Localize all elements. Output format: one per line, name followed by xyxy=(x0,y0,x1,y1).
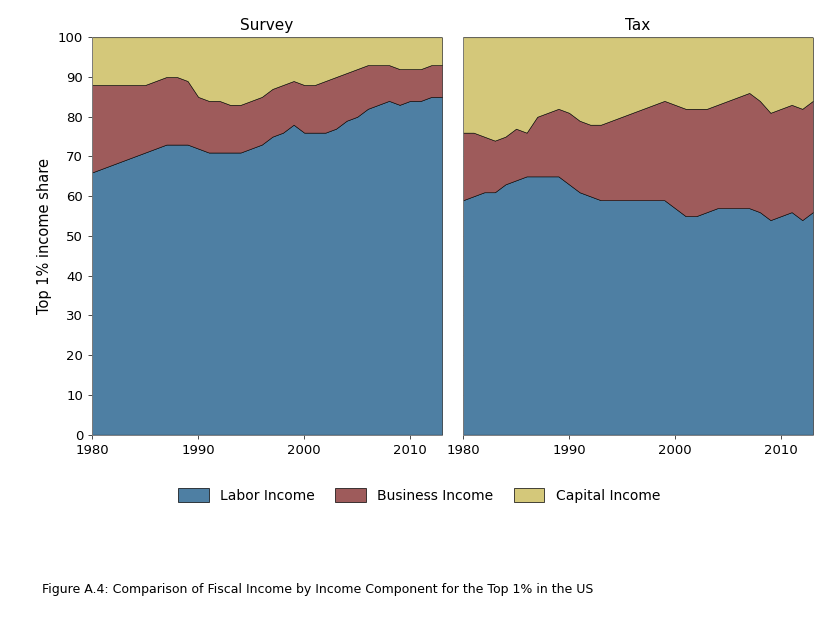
Title: Survey: Survey xyxy=(241,18,294,34)
Legend: Labor Income, Business Income, Capital Income: Labor Income, Business Income, Capital I… xyxy=(173,483,665,509)
Title: Tax: Tax xyxy=(625,18,650,34)
Y-axis label: Top 1% income share: Top 1% income share xyxy=(38,158,52,314)
Text: Figure A.4: Comparison of Fiscal Income by Income Component for the Top 1% in th: Figure A.4: Comparison of Fiscal Income … xyxy=(42,583,593,596)
